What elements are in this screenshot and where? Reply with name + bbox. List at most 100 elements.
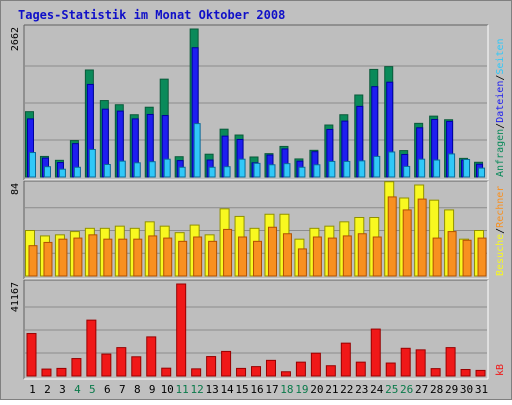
bar-seiten <box>283 163 291 178</box>
bar-rechner <box>88 234 98 277</box>
x-day-label: 19 <box>295 383 308 396</box>
bar-seiten <box>448 153 456 178</box>
bar-kb <box>460 369 471 377</box>
bar-kb <box>191 368 202 377</box>
bar-seiten <box>253 162 261 178</box>
bar-kb <box>71 358 82 377</box>
bar-kb <box>280 371 291 377</box>
legend-item: / <box>495 228 506 234</box>
x-day-label: 16 <box>250 383 263 396</box>
bar-rechner <box>297 248 307 277</box>
x-day-label: 27 <box>415 383 428 396</box>
legend-item: Dateien <box>495 81 506 123</box>
legend-item: Anfragen <box>495 129 506 177</box>
x-axis-day-labels: 1 2 3 4 5 6 7 8 9 10 11 12 13 14 15 16 17 18 19 20 21 22 23 24 2… <box>29 383 488 396</box>
bar-kb <box>385 362 396 377</box>
bar-rechner <box>163 237 173 277</box>
bars-hits <box>25 28 486 178</box>
bar-rechner <box>28 245 38 277</box>
legend: Anfragen/Dateien/Seiten <box>495 38 506 177</box>
bar-seiten <box>358 160 366 178</box>
legend-item: Rechner <box>495 186 506 228</box>
x-day-label: 20 <box>310 383 323 396</box>
x-day-label: 23 <box>355 383 368 396</box>
bar-kb <box>415 349 426 377</box>
bar-kb <box>325 365 336 377</box>
chart-title: Tages-Statistik im Monat Oktober 2008 <box>18 8 285 22</box>
bar-seiten <box>268 164 276 178</box>
bar-rechner <box>402 209 412 277</box>
x-day-label: 25 <box>385 383 398 396</box>
bar-kb <box>236 367 247 377</box>
bar-kb <box>295 361 306 377</box>
x-day-label: 6 <box>104 383 111 396</box>
legend: Besuche/Rechner <box>495 186 506 276</box>
bar-kb <box>116 347 127 377</box>
bar-seiten <box>58 168 66 178</box>
bar-kb <box>340 342 351 377</box>
x-day-label: 14 <box>220 383 234 396</box>
bar-seiten <box>463 158 471 178</box>
x-day-label: 8 <box>134 383 141 396</box>
x-day-label: 15 <box>235 383 248 396</box>
bar-kb <box>41 368 52 377</box>
x-day-label: 11 <box>176 383 189 396</box>
bar-seiten <box>403 165 411 178</box>
bar-seiten <box>418 158 426 178</box>
x-day-label: 12 <box>191 383 204 396</box>
bar-kb <box>86 319 97 377</box>
x-day-label: 9 <box>149 383 156 396</box>
bar-seiten <box>433 159 441 178</box>
bar-rechner <box>178 240 188 277</box>
bar-rechner <box>58 238 68 277</box>
bar-seiten <box>388 151 396 178</box>
x-day-label: 28 <box>430 383 443 396</box>
bar-rechner <box>282 233 292 277</box>
x-day-label: 2 <box>44 383 51 396</box>
bar-seiten <box>43 166 51 178</box>
bars-kbytes <box>26 283 486 377</box>
bar-kb <box>430 368 441 377</box>
bar-rechner <box>118 238 128 277</box>
x-day-label: 5 <box>89 383 96 396</box>
bar-seiten <box>373 155 381 178</box>
bar-seiten <box>223 166 231 178</box>
x-day-label: 7 <box>119 383 126 396</box>
bar-seiten <box>238 158 246 178</box>
bar-seiten <box>298 166 306 178</box>
legend-item: / <box>495 75 506 81</box>
panel-kbytes: 41167 kB <box>10 279 506 380</box>
bar-kb <box>221 350 232 377</box>
legend-item: Seiten <box>495 38 506 74</box>
x-day-label: 10 <box>161 383 174 396</box>
bar-seiten <box>118 160 126 178</box>
bar-rechner <box>477 237 487 277</box>
x-day-label: 26 <box>400 383 413 396</box>
bar-rechner <box>43 241 53 277</box>
bar-kb <box>146 336 157 377</box>
x-day-label: 29 <box>445 383 458 396</box>
x-day-label: 3 <box>59 383 66 396</box>
bar-rechner <box>223 228 233 277</box>
bar-kb <box>355 361 366 377</box>
bar-rechner <box>432 237 442 277</box>
bar-rechner <box>387 196 397 277</box>
legend-item: Besuche <box>495 234 506 276</box>
bar-seiten <box>88 148 96 178</box>
bar-kb <box>56 367 67 377</box>
bar-seiten <box>148 161 156 178</box>
x-day-label: 1 <box>29 383 36 396</box>
bar-rechner <box>372 236 382 277</box>
x-day-label: 22 <box>340 383 353 396</box>
x-day-label: 17 <box>265 383 278 396</box>
bar-seiten <box>103 163 111 178</box>
bar-kb <box>161 367 172 377</box>
bar-rechner <box>312 236 322 277</box>
bar-kb <box>445 347 456 377</box>
bar-seiten <box>343 160 351 178</box>
bars-visits <box>25 181 487 277</box>
x-day-label: 30 <box>460 383 473 396</box>
bar-rechner <box>133 238 143 277</box>
bar-rechner <box>342 235 352 277</box>
